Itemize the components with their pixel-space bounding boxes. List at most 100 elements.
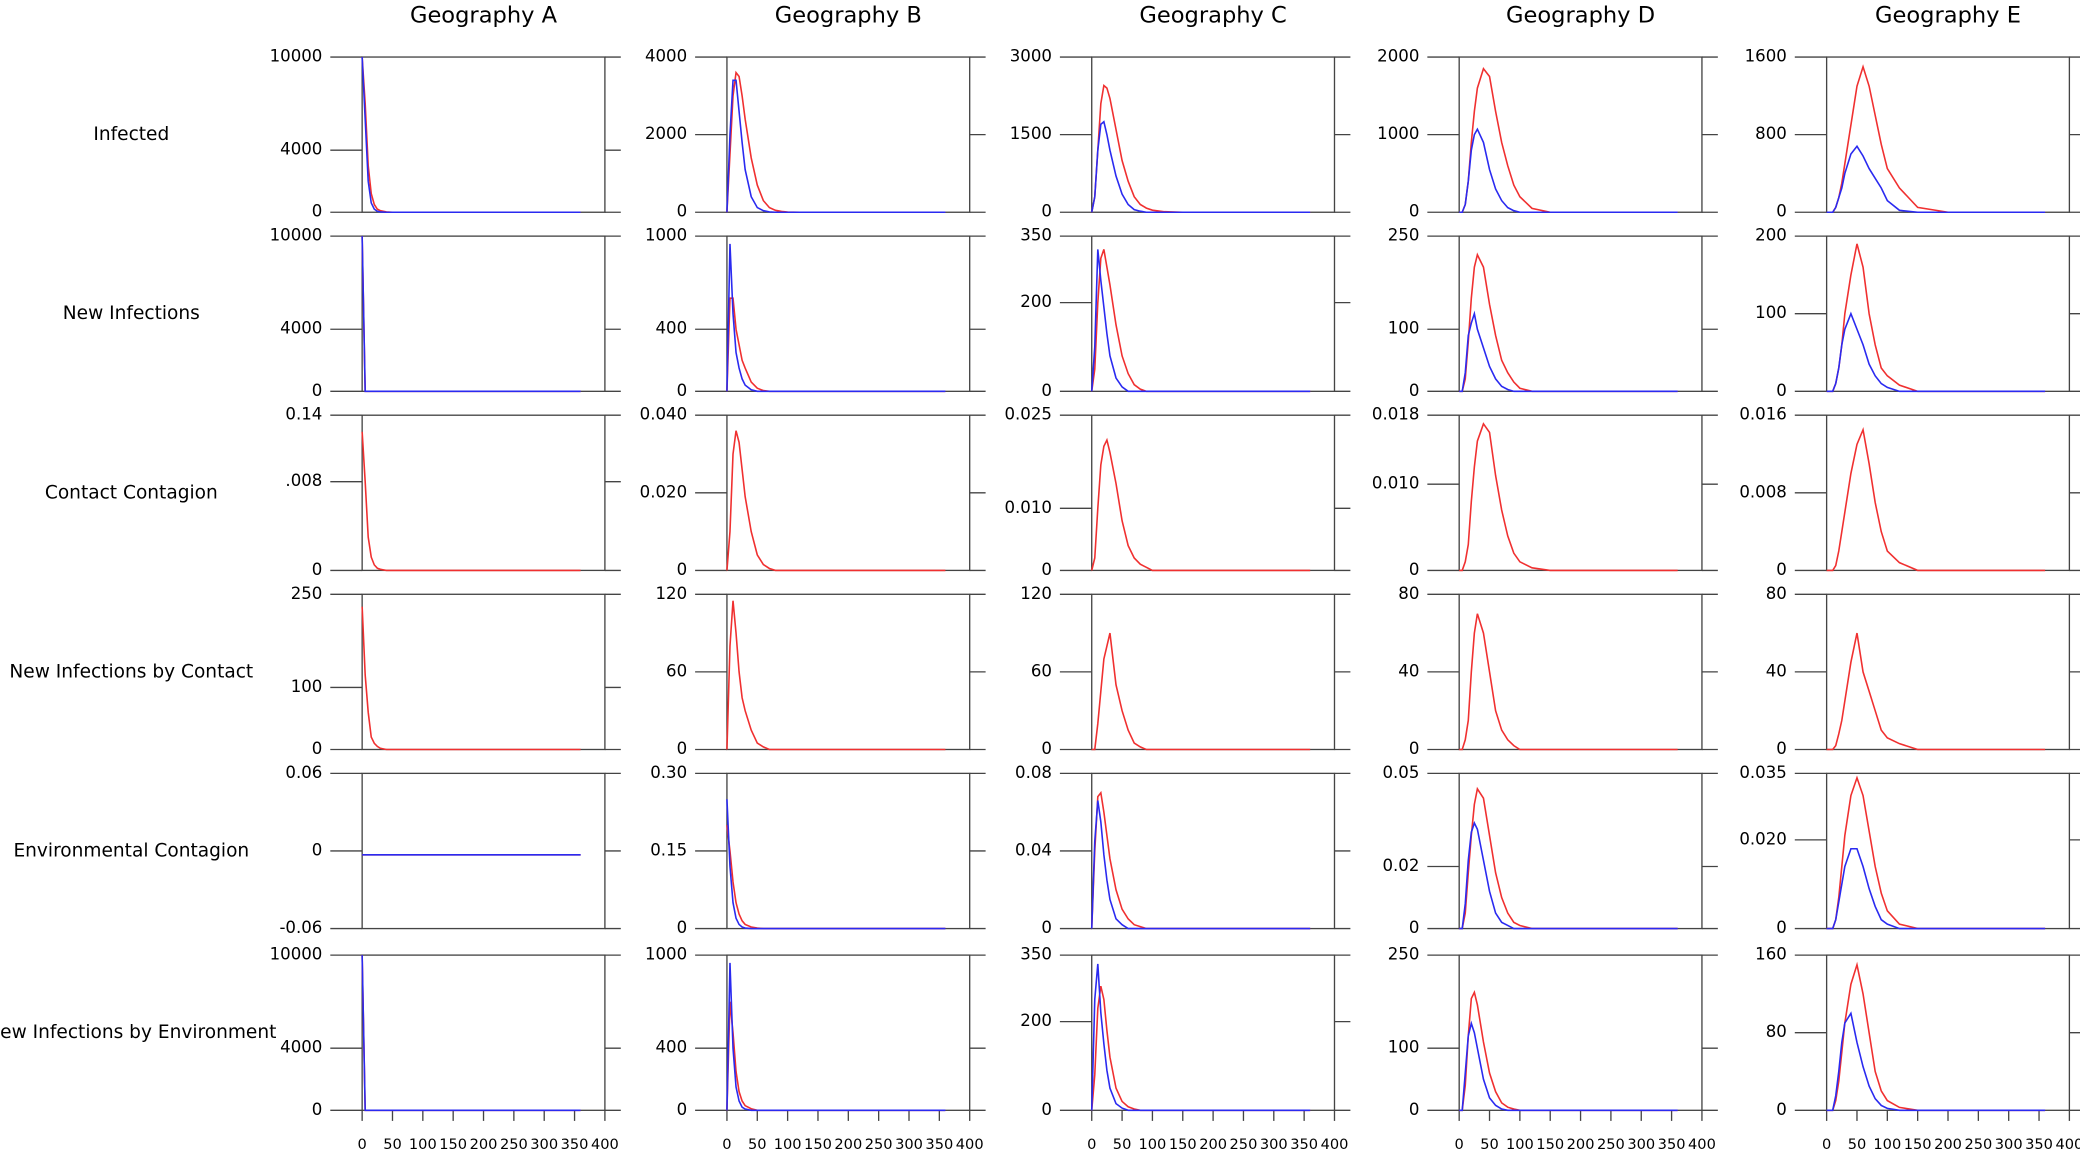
- y-tick-label: 0.020: [1739, 829, 1786, 848]
- plot-frame: [1091, 772, 1336, 930]
- x-tick-label: 150: [1169, 1136, 1197, 1153]
- x-tick-label: 350: [561, 1136, 589, 1153]
- y-tick-label: 0: [1776, 202, 1787, 221]
- series-line: [1090, 249, 1311, 393]
- y-tick-label: 0: [312, 739, 323, 758]
- y-tick-label: 0.016: [1739, 405, 1786, 424]
- y-tick-label: 400: [655, 319, 687, 338]
- x-tick-label: 50: [1113, 1136, 1132, 1153]
- y-tick-label: 4000: [280, 319, 322, 338]
- series-line: [726, 825, 946, 930]
- plot-frame: [361, 772, 606, 930]
- y-tick-label: 0: [1776, 560, 1787, 579]
- y-tick-label: 0: [677, 560, 688, 579]
- y-tick-label: 250: [1388, 226, 1420, 245]
- series-line: [1826, 144, 2046, 214]
- x-tick-label: 0: [358, 1136, 367, 1153]
- column-title: Geography D: [1506, 2, 1655, 28]
- x-tick-label: 100: [774, 1136, 802, 1153]
- y-tick-label: 0: [1409, 381, 1420, 400]
- column-title: Geography A: [410, 2, 558, 28]
- y-tick-label: 100: [291, 677, 323, 696]
- y-tick-label: 0.020: [640, 482, 687, 501]
- y-tick-label: 0: [1041, 918, 1052, 937]
- x-tick-label: 200: [1934, 1136, 1962, 1153]
- y-tick-label: -0.06: [279, 918, 322, 937]
- x-tick-label: 400: [2055, 1136, 2080, 1153]
- column-title: Geography E: [1875, 2, 2021, 28]
- y-tick-label: 0.010: [1372, 474, 1419, 493]
- series-line: [361, 955, 581, 1112]
- y-tick-label: 10000: [270, 945, 323, 964]
- y-tick-label: 0: [1041, 560, 1052, 579]
- x-tick-label: 350: [2025, 1136, 2053, 1153]
- row-label: New Infections by Contact: [9, 661, 253, 682]
- x-tick-label: 200: [1567, 1136, 1595, 1153]
- series-line: [726, 70, 946, 214]
- y-tick-label: .008: [285, 471, 322, 490]
- series-line: [361, 955, 581, 1112]
- y-tick-label: 80: [1766, 584, 1787, 603]
- series-line: [1826, 64, 2046, 214]
- series-line: [1826, 1011, 2046, 1112]
- x-tick-label: 250: [500, 1136, 528, 1153]
- series-line: [1826, 426, 2046, 572]
- series-line: [726, 1001, 946, 1112]
- x-tick-label: 50: [1848, 1136, 1867, 1153]
- y-tick-label: 0.06: [285, 763, 322, 782]
- y-tick-label: 800: [1755, 124, 1787, 143]
- y-tick-label: 0: [312, 840, 323, 859]
- y-tick-label: 60: [666, 661, 687, 680]
- series-line: [726, 600, 946, 751]
- plot-frame: [726, 954, 971, 1111]
- series-line: [726, 962, 946, 1112]
- y-tick-label: 120: [655, 584, 687, 603]
- x-tick-label: 0: [1822, 1136, 1831, 1153]
- plot-frame: [726, 56, 971, 213]
- plot-frame: [1825, 414, 2071, 572]
- plot-frame: [726, 414, 971, 572]
- x-tick-label: 300: [1260, 1136, 1288, 1153]
- x-tick-label: 200: [1199, 1136, 1227, 1153]
- y-tick-label: 0.05: [1382, 763, 1419, 782]
- plot-frame: [361, 593, 606, 751]
- x-tick-label: 350: [925, 1136, 953, 1153]
- y-tick-label: 0: [1409, 560, 1420, 579]
- y-tick-label: 2000: [1377, 47, 1419, 66]
- series-line: [361, 56, 581, 214]
- y-tick-label: 120: [1020, 584, 1052, 603]
- y-tick-label: 0: [677, 381, 688, 400]
- plot-frame: [361, 235, 606, 392]
- y-tick-label: 0.040: [640, 405, 687, 424]
- x-tick-label: 350: [1290, 1136, 1318, 1153]
- series-line: [1459, 422, 1678, 572]
- series-line: [1826, 632, 2046, 751]
- y-tick-label: 0: [1409, 918, 1420, 937]
- row-label: Infected: [93, 124, 169, 145]
- plot-frame: [1091, 954, 1336, 1111]
- plot-frame: [726, 235, 971, 392]
- x-tick-label: 100: [409, 1136, 437, 1153]
- y-tick-label: 0.025: [1004, 405, 1051, 424]
- x-tick-label: 300: [1995, 1136, 2023, 1153]
- plot-frame: [1458, 954, 1703, 1111]
- y-tick-label: 0.14: [285, 405, 322, 424]
- y-tick-label: 0: [1041, 381, 1052, 400]
- x-tick-label: 150: [1904, 1136, 1932, 1153]
- x-tick-label: 300: [895, 1136, 923, 1153]
- y-tick-label: 0: [1041, 202, 1052, 221]
- y-tick-label: 0: [677, 739, 688, 758]
- plot-frame: [1091, 56, 1336, 213]
- y-tick-label: 0: [677, 202, 688, 221]
- y-tick-label: 0.008: [1739, 482, 1786, 501]
- x-tick-label: 250: [1230, 1136, 1258, 1153]
- y-tick-label: 2000: [645, 124, 687, 143]
- y-tick-label: 4000: [280, 140, 322, 159]
- series-line: [361, 57, 581, 214]
- series-line: [361, 606, 581, 751]
- plot-frame: [1458, 772, 1703, 930]
- x-tick-label: 250: [1964, 1136, 1992, 1153]
- x-tick-label: 400: [956, 1136, 984, 1153]
- column-title: Geography C: [1139, 2, 1286, 28]
- x-tick-label: 50: [748, 1136, 767, 1153]
